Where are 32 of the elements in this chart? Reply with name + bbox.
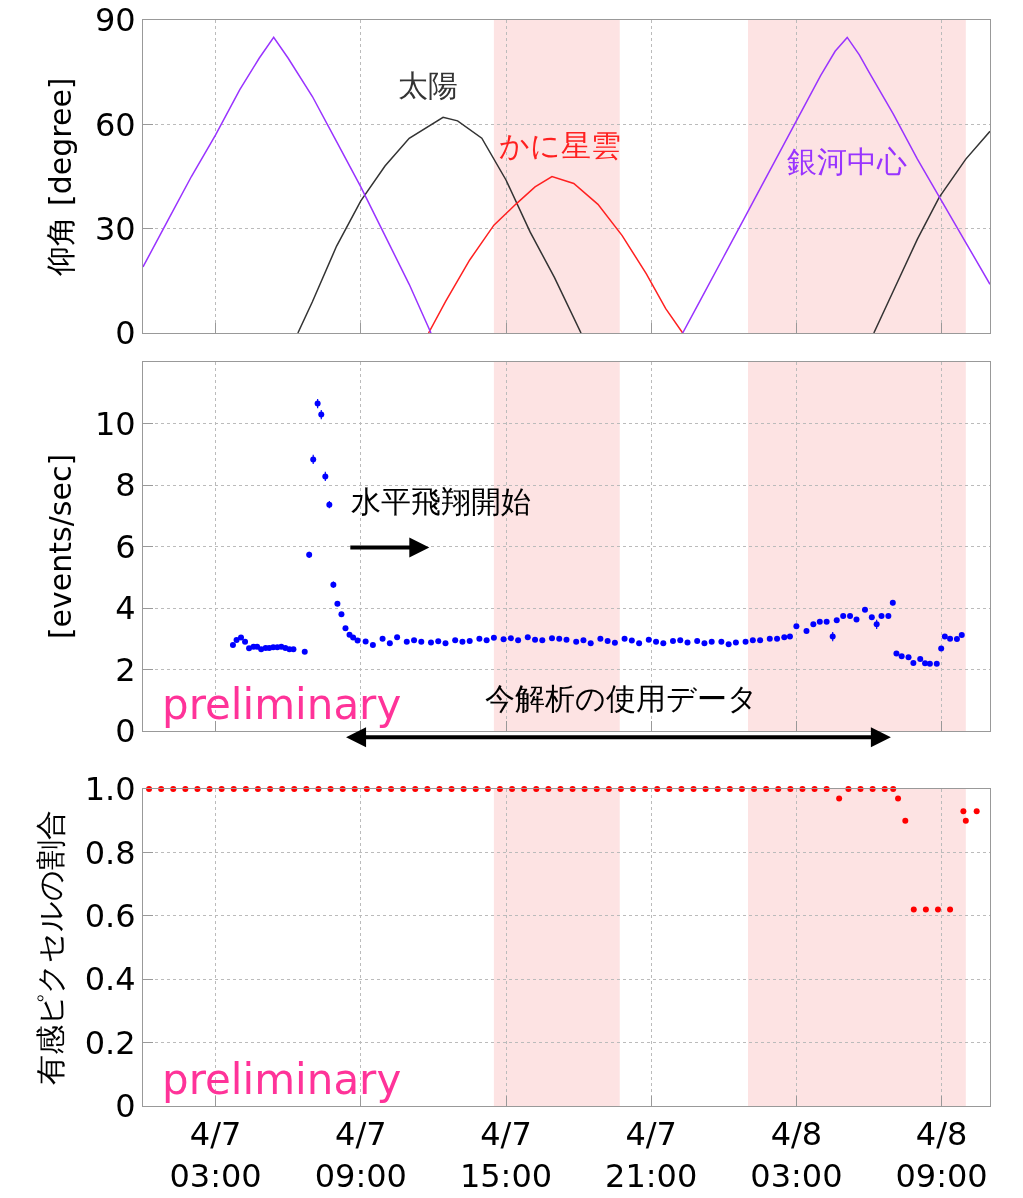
x-tick-label: 4/7 09:00 xyxy=(314,1115,407,1195)
x-tick-label: 4/7 21:00 xyxy=(605,1115,698,1195)
x-tick-label: 4/8 03:00 xyxy=(750,1115,843,1195)
annotation: preliminary xyxy=(162,1055,402,1104)
y-tick-label: 10 xyxy=(94,404,136,443)
y-tick-label: 0 xyxy=(115,712,136,751)
y-tick-label: 0.8 xyxy=(84,833,136,872)
y-tick-label: 0 xyxy=(115,314,136,353)
y-tick-label: 90 xyxy=(94,1,136,40)
y-tick-label: 4 xyxy=(115,589,136,628)
y-axis-title: 有感ピクセルの割合 xyxy=(32,810,68,1085)
x-tick-label: 4/7 15:00 xyxy=(459,1115,553,1195)
y-axis-title: [events/sec] xyxy=(42,453,78,640)
y-tick-label: 8 xyxy=(115,466,136,505)
series-label: 太陽 xyxy=(398,68,458,103)
annotation: preliminary xyxy=(162,680,402,729)
series-label: かに星雲 xyxy=(499,128,621,163)
y-tick-label: 0 xyxy=(115,1087,136,1126)
y-tick-label: 6 xyxy=(115,527,136,566)
y-tick-label: 2 xyxy=(115,650,136,689)
annotation: 今解析の使用データ xyxy=(485,681,758,716)
y-tick-label: 0.6 xyxy=(84,897,136,935)
y-tick-label: 1.0 xyxy=(84,770,136,809)
y-tick-label: 0.4 xyxy=(84,960,136,999)
x-tick-label: 4/7 03:00 xyxy=(169,1115,262,1195)
y-tick-label: 60 xyxy=(94,105,136,144)
annotation: 水平飛翔開始 xyxy=(351,484,531,519)
x-tick-label: 4/8 09:00 xyxy=(895,1115,988,1195)
y-tick-label: 0.2 xyxy=(84,1023,136,1062)
series-label: 銀河中心 xyxy=(787,144,907,179)
y-tick-label: 30 xyxy=(94,209,136,248)
y-axis-title: 仰角 [degree] xyxy=(42,77,78,276)
